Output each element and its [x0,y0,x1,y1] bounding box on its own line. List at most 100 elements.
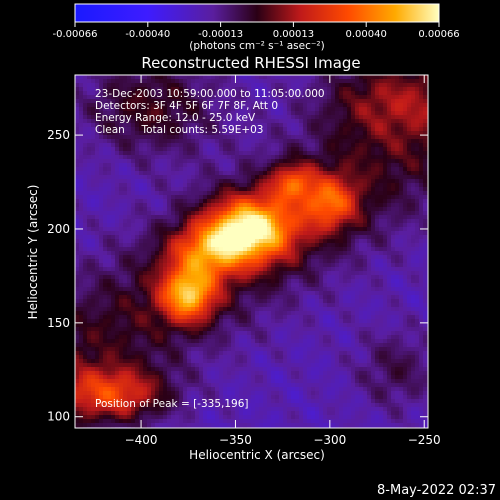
heatmap-cell [327,155,332,160]
heatmap-cell [183,207,188,212]
heatmap-cell [291,151,296,156]
heatmap-cell [399,155,404,160]
heatmap-cell [343,111,348,116]
heatmap-cell [391,283,396,288]
heatmap-cell [379,243,384,248]
heatmap-cell [187,83,192,88]
heatmap-cell [267,199,272,204]
heatmap-cell [423,179,428,184]
heatmap-cell [335,295,340,300]
heatmap-cell [203,239,208,244]
heatmap-cell [143,99,148,104]
heatmap-cell [415,127,420,132]
heatmap-cell [295,127,300,132]
heatmap-cell [171,223,176,228]
heatmap-cell [331,275,336,280]
heatmap-cell [299,243,304,248]
heatmap-cell [307,111,312,116]
heatmap-cell [343,235,348,240]
heatmap-cell [331,87,336,92]
heatmap-cell [363,111,368,116]
heatmap-cell [75,259,80,264]
heatmap-cell [347,151,352,156]
heatmap-cell [399,219,404,224]
heatmap-cell [371,99,376,104]
heatmap-cell [203,95,208,100]
heatmap-cell [231,95,236,100]
heatmap-cell [79,251,84,256]
heatmap-cell [259,275,264,280]
heatmap-cell [423,279,428,284]
heatmap-cell [187,107,192,112]
heatmap-cell [419,111,424,116]
heatmap-cell [219,279,224,284]
heatmap-cell [135,255,140,260]
heatmap-cell [247,143,252,148]
heatmap-cell [75,127,80,132]
heatmap-cell [319,79,324,84]
heatmap-cell [179,203,184,208]
heatmap-cell [171,243,176,248]
heatmap-cell [391,271,396,276]
heatmap-cell [115,279,120,284]
heatmap-cell [119,159,124,164]
heatmap-cell [319,275,324,280]
heatmap-cell [255,103,260,108]
heatmap-cell [139,295,144,300]
heatmap-cell [163,111,168,116]
heatmap-cell [363,119,368,124]
heatmap-cell [399,259,404,264]
heatmap-cell [107,255,112,260]
heatmap-cell [239,231,244,236]
heatmap-cell [303,155,308,160]
heatmap-cell [407,223,412,228]
heatmap-cell [163,115,168,120]
heatmap-cell [91,175,96,180]
heatmap-cell [123,271,128,276]
heatmap-cell [179,267,184,272]
heatmap-cell [203,115,208,120]
heatmap-cell [287,215,292,220]
heatmap-cell [251,211,256,216]
heatmap-cell [207,167,212,172]
heatmap-cell [411,191,416,196]
heatmap-cell [371,183,376,188]
heatmap-cell [411,251,416,256]
heatmap-cell [403,151,408,156]
heatmap-cell [331,231,336,236]
heatmap-cell [419,91,424,96]
heatmap-cell [287,203,292,208]
heatmap-cell [211,91,216,96]
heatmap-cell [87,123,92,128]
heatmap-cell [207,191,212,196]
heatmap-cell [363,239,368,244]
heatmap-cell [279,79,284,84]
heatmap-cell [91,191,96,196]
heatmap-cell [235,107,240,112]
heatmap-cell [163,75,168,80]
heatmap-cell [351,159,356,164]
heatmap-cell [311,75,316,80]
heatmap-cell [247,255,252,260]
heatmap-cell [355,275,360,280]
heatmap-cell [195,243,200,248]
colorbar-tick-label: -0.00066 [53,29,98,40]
heatmap-cell [423,135,428,140]
heatmap-cell [91,195,96,200]
heatmap-cell [291,223,296,228]
heatmap-cell [383,75,388,80]
heatmap-cell [255,167,260,172]
heatmap-cell [207,91,212,96]
heatmap-cell [335,147,340,152]
heatmap-cell [207,275,212,280]
heatmap-cell [403,103,408,108]
heatmap-cell [163,215,168,220]
heatmap-cell [171,79,176,84]
heatmap-cell [327,287,332,292]
heatmap-cell [403,143,408,148]
heatmap-cell [139,275,144,280]
heatmap-cell [287,75,292,80]
heatmap-cell [83,251,88,256]
heatmap-cell [235,115,240,120]
heatmap-cell [291,247,296,252]
